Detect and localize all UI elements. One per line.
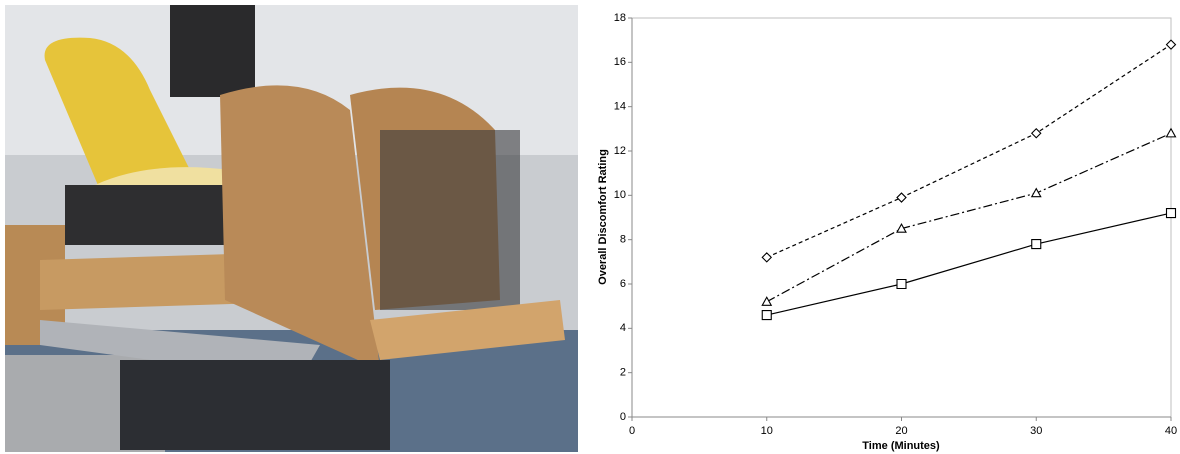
x-tick-label: 0 [629, 425, 635, 437]
series-line [767, 213, 1171, 315]
marker [1032, 240, 1041, 249]
y-tick-label: 18 [614, 12, 626, 24]
marker [762, 311, 771, 320]
x-tick-label: 40 [1165, 425, 1177, 437]
y-tick-label: 16 [614, 56, 626, 68]
y-tick-label: 10 [614, 189, 626, 201]
marker [1032, 189, 1041, 197]
x-tick-label: 30 [1030, 425, 1042, 437]
series-line [767, 45, 1171, 258]
y-tick-label: 6 [620, 278, 626, 290]
marker [1167, 209, 1176, 218]
y-tick-label: 12 [614, 145, 626, 157]
photo [5, 5, 578, 452]
y-tick-label: 0 [620, 411, 626, 423]
x-axis-label: Time (Minutes) [862, 440, 940, 452]
marker [762, 297, 771, 305]
y-tick-label: 8 [620, 234, 626, 246]
marker [1167, 40, 1176, 49]
marker [1032, 129, 1041, 138]
figure: Time (Minutes) Overall Discomfort Rating… [0, 0, 1180, 454]
marker [1167, 129, 1176, 137]
plot-frame [632, 18, 1171, 417]
marker [897, 193, 906, 202]
page: Time (Minutes) Overall Discomfort Rating… [0, 0, 1180, 454]
y-tick-label: 14 [614, 101, 626, 113]
marker [897, 280, 906, 289]
x-tick-label: 10 [761, 425, 773, 437]
series-line [767, 133, 1171, 301]
y-tick-label: 2 [620, 367, 626, 379]
y-tick-label: 4 [620, 322, 626, 334]
marker [762, 253, 771, 262]
y-axis-label: Overall Discomfort Rating [597, 149, 609, 285]
x-tick-label: 20 [895, 425, 907, 437]
